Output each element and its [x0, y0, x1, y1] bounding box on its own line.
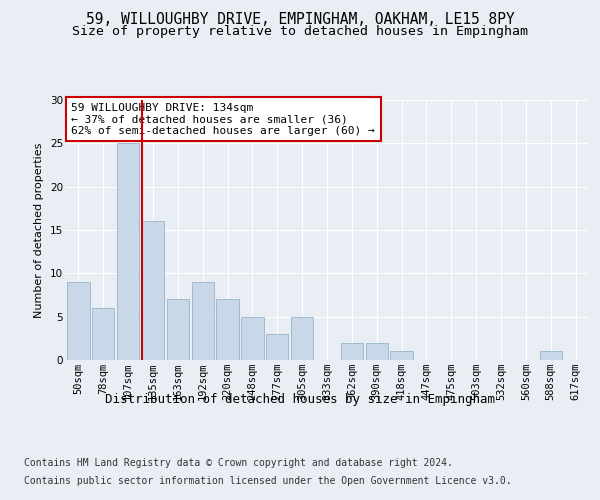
Bar — [291, 316, 313, 360]
Bar — [142, 222, 164, 360]
Bar — [341, 342, 363, 360]
Text: 59, WILLOUGHBY DRIVE, EMPINGHAM, OAKHAM, LE15 8PY: 59, WILLOUGHBY DRIVE, EMPINGHAM, OAKHAM,… — [86, 12, 514, 28]
Bar — [266, 334, 289, 360]
Text: 59 WILLOUGHBY DRIVE: 134sqm
← 37% of detached houses are smaller (36)
62% of sem: 59 WILLOUGHBY DRIVE: 134sqm ← 37% of det… — [71, 102, 375, 136]
Text: Contains HM Land Registry data © Crown copyright and database right 2024.: Contains HM Land Registry data © Crown c… — [24, 458, 453, 468]
Y-axis label: Number of detached properties: Number of detached properties — [34, 142, 44, 318]
Text: Contains public sector information licensed under the Open Government Licence v3: Contains public sector information licen… — [24, 476, 512, 486]
Bar — [167, 300, 189, 360]
Bar — [217, 300, 239, 360]
Bar — [92, 308, 115, 360]
Bar — [67, 282, 89, 360]
Bar — [391, 352, 413, 360]
Bar — [117, 144, 139, 360]
Bar — [365, 342, 388, 360]
Bar — [191, 282, 214, 360]
Bar — [241, 316, 263, 360]
Text: Distribution of detached houses by size in Empingham: Distribution of detached houses by size … — [105, 392, 495, 406]
Bar — [539, 352, 562, 360]
Text: Size of property relative to detached houses in Empingham: Size of property relative to detached ho… — [72, 25, 528, 38]
